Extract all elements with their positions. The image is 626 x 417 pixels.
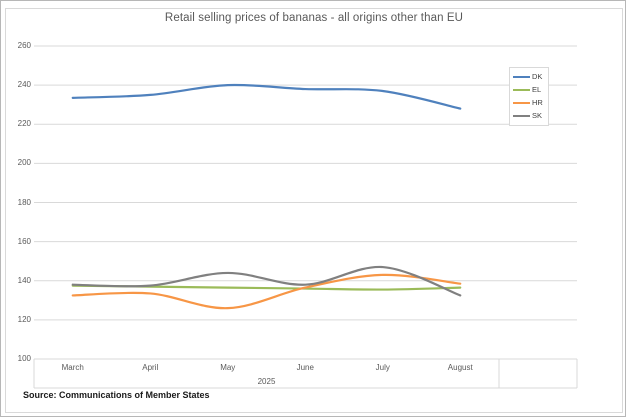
legend-item-HR: HR <box>513 99 548 107</box>
legend-line-swatch-DK <box>513 75 530 78</box>
y-axis-tick-label: 140 <box>17 275 31 285</box>
legend-line-swatch-EL <box>513 88 530 91</box>
y-axis-tick-label: 180 <box>17 197 31 207</box>
series-line-SK <box>71 265 462 297</box>
source-note: Source: Communications of Member States <box>23 390 210 400</box>
legend-label-DK: DK <box>532 71 543 81</box>
y-axis-tick-label: 200 <box>17 158 31 168</box>
series-line-DK <box>71 83 462 110</box>
y-axis-tick-label: 100 <box>17 354 31 363</box>
legend-label-EL: EL <box>532 84 542 94</box>
legend-item-EL: EL <box>513 84 548 94</box>
legend-label-HR: HR <box>532 98 543 108</box>
legend: DK EL HR SK <box>509 67 549 126</box>
series-line-HR <box>71 273 462 310</box>
y-axis-tick-label: 120 <box>17 314 31 324</box>
legend-line-swatch-SK <box>513 115 530 118</box>
y-axis-tick-label: 260 <box>17 41 31 50</box>
legend-item-DK: DK <box>513 71 548 81</box>
x-axis-month-label: May <box>220 363 236 372</box>
x-axis-year-label: 2025 <box>257 377 276 386</box>
x-axis-month-label: August <box>447 363 473 372</box>
legend-item-SK: SK <box>513 112 548 120</box>
x-axis-month-label: April <box>142 363 159 372</box>
legend-line-swatch-HR <box>513 102 530 105</box>
x-axis-month-label: March <box>61 363 84 372</box>
y-axis-tick-label: 220 <box>17 119 31 129</box>
chart-title: Retail selling prices of bananas - all o… <box>164 12 464 24</box>
x-axis-month-label: June <box>296 363 314 372</box>
legend-label-SK: SK <box>532 111 543 121</box>
y-axis-tick-label: 160 <box>17 236 31 246</box>
y-axis-tick-label: 240 <box>17 80 31 90</box>
x-axis-month-label: July <box>375 363 390 372</box>
